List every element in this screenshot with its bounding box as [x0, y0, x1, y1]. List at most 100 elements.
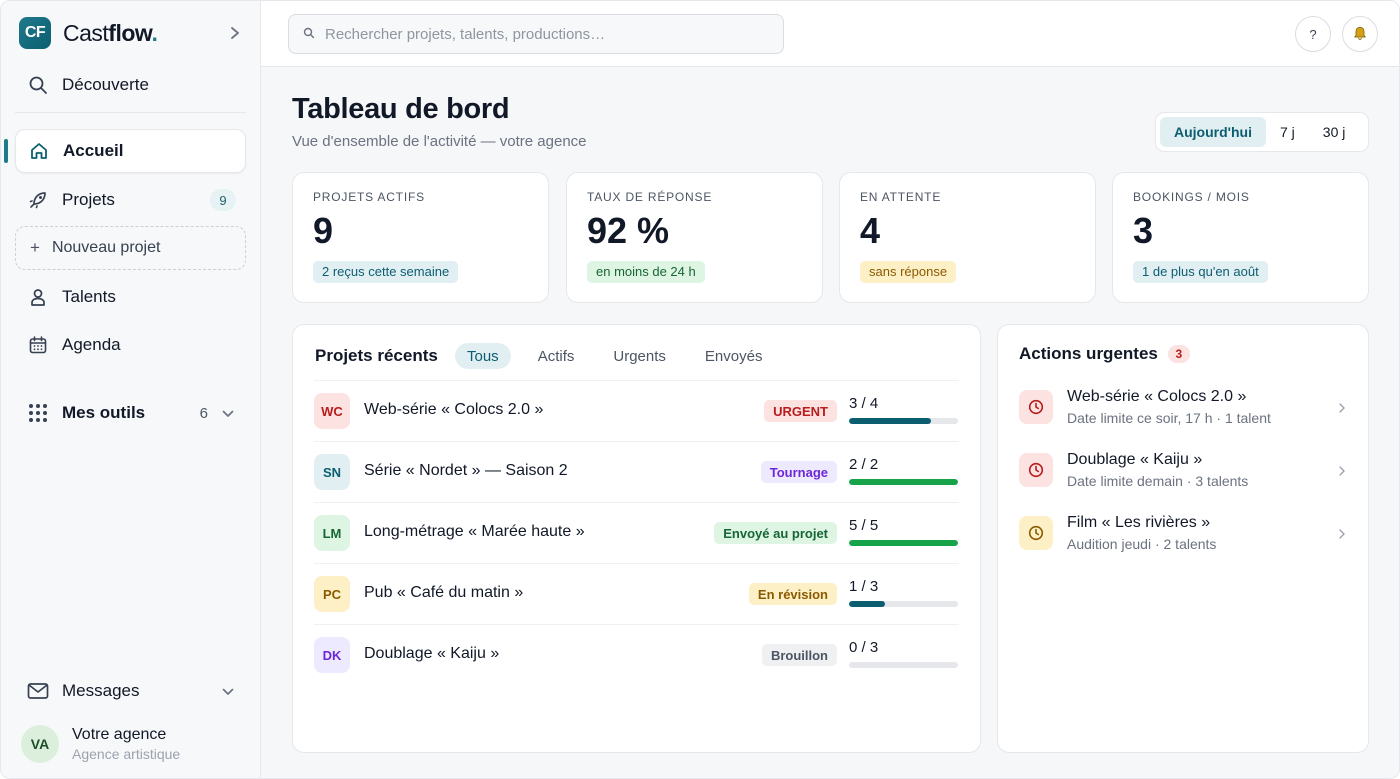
kpi-label: Bookings / mois	[1133, 190, 1250, 204]
sidebar-item-label: Accueil	[63, 141, 124, 160]
search-input[interactable]	[325, 25, 765, 43]
urgent-item[interactable]: Web-série « Colocs 2.0 » Date limite ce …	[1019, 388, 1349, 438]
kpi-value: 4	[860, 210, 881, 251]
table-row[interactable]: SN Série « Nordet » — Saison 2 Tournage …	[314, 441, 959, 502]
progress-fill	[849, 601, 886, 607]
table-row[interactable]: DK Doublage « Kaiju » Brouillon 0 / 3	[314, 624, 959, 685]
urgent-item[interactable]: Doublage « Kaiju » Date limite demain · …	[1019, 451, 1349, 501]
table-row[interactable]: LM Long-métrage « Marée haute » Envoyé a…	[314, 502, 959, 563]
sidebar-item-tools[interactable]: Mes outils 6	[15, 391, 246, 435]
urgent-item-title: Doublage « Kaiju »	[1067, 451, 1203, 468]
kpi-card-bookings[interactable]: Bookings / mois 3 1 de plus qu'en août	[1112, 172, 1369, 303]
sidebar-item-talents[interactable]: Talents	[15, 275, 246, 319]
project-name: Web-série « Colocs 2.0 »	[364, 401, 544, 418]
sidebar-item-messages[interactable]: Messages	[15, 669, 246, 713]
help-button[interactable]: ?	[1295, 16, 1331, 52]
mail-icon	[27, 680, 49, 702]
urgent-actions-title: Actions urgentes	[1019, 344, 1158, 363]
kpi-card-pending[interactable]: En attente 4 sans réponse	[839, 172, 1096, 303]
range-today[interactable]: Aujourd'hui	[1160, 117, 1266, 147]
brand-name-part2: flow	[108, 19, 152, 46]
project-avatar: WC	[314, 393, 350, 429]
date-range-selector: Aujourd'hui 7 j 30 j	[1155, 112, 1369, 152]
progress-text: 2 / 2	[849, 456, 879, 473]
tab-urgent[interactable]: Urgents	[613, 347, 666, 365]
recent-projects-card: Projets récents Tous Actifs Urgents Envo…	[292, 324, 981, 753]
bell-icon	[1353, 25, 1367, 43]
chevron-right-icon[interactable]	[225, 23, 245, 43]
sidebar-item-label: Mes outils	[62, 403, 146, 422]
urgent-item-subtitle: Date limite ce soir, 17 h · 1 talent	[1067, 410, 1271, 426]
status-badge: En révision	[748, 583, 837, 605]
brand[interactable]: CF Castflow.	[19, 17, 158, 49]
progress-text: 1 / 3	[849, 578, 879, 595]
kpi-tag: sans réponse	[860, 260, 957, 283]
sidebar-item-agenda[interactable]: Agenda	[15, 323, 246, 367]
progress-fill	[849, 418, 931, 424]
chevron-down-icon	[222, 406, 234, 421]
avatar: VA	[21, 725, 59, 763]
table-row[interactable]: WC Web-série « Colocs 2.0 » URGENT 3 / 4	[314, 380, 959, 441]
progress-text: 0 / 3	[849, 639, 879, 656]
urgent-item-title: Film « Les rivières »	[1067, 514, 1211, 531]
kpi-card-active-projects[interactable]: Projets actifs 9 2 reçus cette semaine	[292, 172, 549, 303]
progress-bar	[849, 601, 958, 607]
sidebar-item-label: Découverte	[62, 75, 149, 94]
sidebar-item-discover[interactable]: Découverte	[15, 63, 246, 107]
new-project-label: Nouveau projet	[51, 239, 161, 256]
calendar-icon	[27, 334, 49, 356]
kpi-value: 9	[313, 210, 334, 251]
home-icon	[28, 140, 50, 162]
range-30-days[interactable]: 30 j	[1322, 124, 1346, 140]
sidebar-divider	[15, 112, 246, 113]
project-avatar: LM	[314, 515, 350, 551]
progress-bar	[849, 662, 958, 668]
clock-icon	[1019, 453, 1053, 487]
project-avatar: PC	[314, 576, 350, 612]
progress-bar	[849, 418, 958, 424]
search-icon	[27, 74, 49, 96]
sidebar-item-label: Agenda	[62, 335, 121, 354]
search-box[interactable]	[288, 14, 784, 54]
brand-name: Castflow.	[63, 19, 158, 47]
rocket-icon	[27, 189, 49, 211]
kpi-tag: en moins de 24 h	[587, 260, 705, 283]
plus-icon: +	[30, 238, 40, 257]
recent-projects-title: Projets récents	[315, 346, 438, 365]
help-icon: ?	[1309, 26, 1317, 42]
progress-bar	[849, 540, 958, 546]
tab-all[interactable]: Tous	[455, 343, 511, 369]
project-name: Série « Nordet » — Saison 2	[364, 462, 568, 479]
progress-fill	[849, 540, 958, 546]
progress-fill	[849, 479, 958, 485]
sidebar-item-home[interactable]: Accueil	[15, 129, 246, 173]
progress-bar	[849, 479, 958, 485]
kpi-tag: 1 de plus qu'en août	[1133, 260, 1268, 283]
tab-active[interactable]: Actifs	[537, 347, 575, 365]
sidebar-item-label: Talents	[62, 287, 116, 306]
urgent-item-subtitle: Audition jeudi · 2 talents	[1067, 536, 1217, 552]
page-subtitle: Vue d'ensemble de l'activité — votre age…	[292, 133, 587, 150]
progress-text: 3 / 4	[849, 395, 879, 412]
tools-count: 6	[199, 404, 208, 422]
chevron-down-icon	[222, 684, 234, 699]
tab-sent[interactable]: Envoyés	[704, 347, 763, 365]
user-profile[interactable]: VA Votre agence Agence artistique	[21, 725, 180, 763]
kpi-card-response-rate[interactable]: Taux de réponse 92 % en moins de 24 h	[566, 172, 823, 303]
clock-icon	[1019, 516, 1053, 550]
kpi-value: 92 %	[587, 210, 670, 251]
sidebar: CF Castflow. Découverte Accueil Projets …	[1, 1, 261, 778]
kpi-label: Taux de réponse	[587, 190, 713, 204]
page-title: Tableau de bord	[292, 93, 510, 125]
range-7-days[interactable]: 7 j	[1279, 124, 1295, 140]
sidebar-item-projects[interactable]: Projets 9	[15, 178, 246, 222]
table-row[interactable]: PC Pub « Café du matin » En révision 1 /…	[314, 563, 959, 624]
notifications-button[interactable]	[1342, 16, 1378, 52]
topbar: ?	[261, 1, 1399, 67]
urgent-item[interactable]: Film « Les rivières » Audition jeudi · 2…	[1019, 514, 1349, 564]
urgent-actions-header: Actions urgentes 3	[1019, 344, 1190, 364]
kpi-label: Projets actifs	[313, 190, 425, 204]
new-project-button[interactable]: + Nouveau projet	[15, 226, 246, 270]
urgent-actions-card: Actions urgentes 3 Web-série « Colocs 2.…	[997, 324, 1369, 753]
